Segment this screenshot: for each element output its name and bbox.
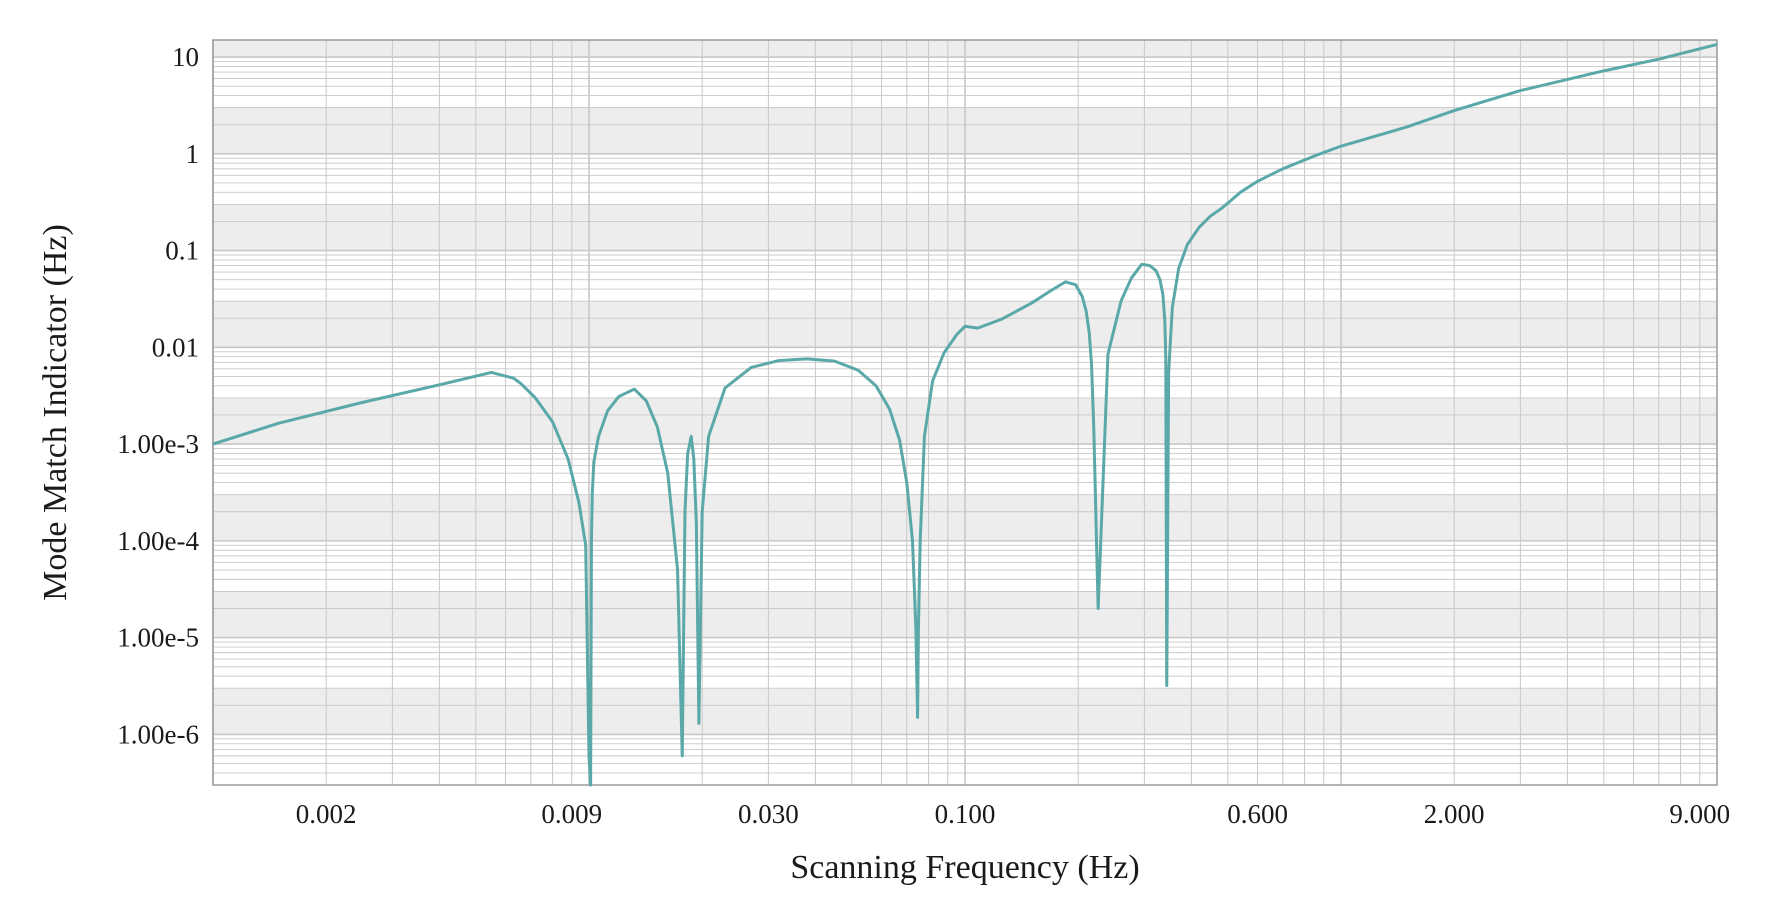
x-axis-ticks: 0.002 0.009 0.030 0.100 0.600 2.000 9.000 [296, 799, 1730, 829]
series-line [212, 42, 1718, 787]
plot-area-border [212, 39, 1718, 786]
x-tick-label: 0.600 [1227, 799, 1288, 829]
x-tick-label: 0.030 [738, 799, 799, 829]
x-tick-label: 2.000 [1424, 799, 1485, 829]
x-tick-label: 9.000 [1669, 799, 1730, 829]
x-tick-label: 0.009 [541, 799, 602, 829]
y-tick-label: 0.01 [152, 332, 199, 362]
y-tick-label: 0.1 [165, 236, 199, 266]
y-tick-label: 1.00e-4 [117, 526, 199, 556]
x-tick-label: 0.100 [935, 799, 996, 829]
y-tick-label: 1.00e-3 [117, 429, 199, 459]
y-tick-label: 1.00e-6 [117, 719, 199, 749]
x-tick-label: 0.002 [296, 799, 357, 829]
y-axis-title: Mode Match Indicator (Hz) [37, 224, 74, 601]
y-axis-ticks: 10 1 0.1 0.01 1.00e-3 1.00e-4 1.00e-5 1.00e-6 [117, 42, 199, 749]
y-tick-label: 1.00e-5 [117, 623, 199, 653]
y-tick-label: 10 [172, 42, 199, 72]
x-axis-title: Scanning Frequency (Hz) [790, 849, 1139, 886]
y-tick-label: 1 [186, 139, 200, 169]
